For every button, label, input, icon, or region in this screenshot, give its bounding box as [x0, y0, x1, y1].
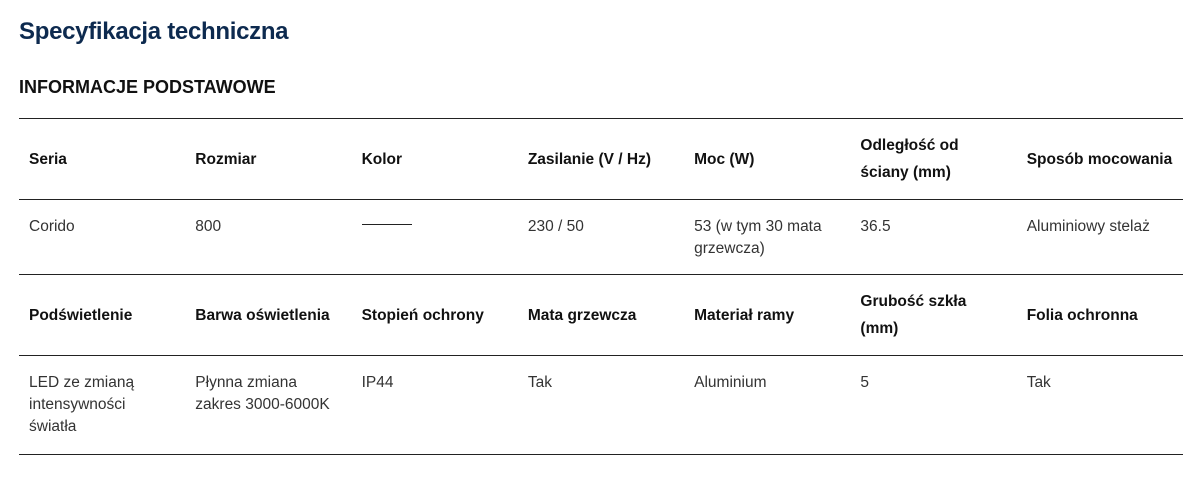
spec-table: Seria Rozmiar Kolor Zasilanie (V / Hz) M… [19, 118, 1183, 455]
value-grubosc-szkla: 5 [860, 374, 870, 391]
value-sposob-mocowania: Aluminiowy stelaż [1026, 218, 1150, 235]
header-sposob-mocowania: Sposób mocowania [1026, 150, 1173, 168]
header-barwa: Barwa oświetlenia [195, 306, 330, 324]
value-zasilanie: 230 / 50 [527, 218, 584, 235]
header-odleglosc: Odległość od ściany (mm) [860, 137, 959, 181]
header-zasilanie: Zasilanie (V / Hz) [527, 150, 652, 168]
table-header-row: Seria Rozmiar Kolor Zasilanie (V / Hz) M… [19, 118, 1183, 200]
value-odleglosc: 36.5 [860, 218, 891, 235]
value-seria: Corido [29, 218, 75, 235]
table-row: Corido 800 230 / 50 53 (w tym 30 mata gr… [19, 199, 1183, 275]
header-podswietlenie: Podświetlenie [29, 306, 133, 324]
value-moc: 53 (w tym 30 mata grzewcza) [694, 218, 822, 257]
header-grubosc-szkla: Grubość szkła (mm) [860, 293, 967, 337]
value-rozmiar: 800 [195, 218, 222, 235]
table-row: LED ze zmianą intensywności światła Płyn… [19, 355, 1183, 455]
header-material-ramy: Materiał ramy [694, 306, 795, 324]
value-kolor [352, 200, 518, 275]
header-moc: Moc (W) [694, 150, 755, 168]
value-barwa: Płynna zmiana zakres 3000-6000K [195, 374, 330, 413]
header-kolor: Kolor [361, 150, 403, 168]
value-material-ramy: Aluminium [694, 374, 767, 391]
section-heading: INFORMACJE PODSTAWOWE [19, 77, 276, 97]
color-swatch [361, 224, 412, 226]
value-stopien-ochrony: IP44 [361, 374, 394, 391]
header-mata-grzewcza: Mata grzewcza [527, 306, 637, 324]
value-mata-grzewcza: Tak [527, 374, 552, 391]
header-rozmiar: Rozmiar [195, 150, 257, 168]
value-podswietlenie: LED ze zmianą intensywności światła [29, 374, 135, 435]
table-header-row: Podświetlenie Barwa oświetlenia Stopień … [19, 274, 1183, 356]
header-folia-ochronna: Folia ochronna [1026, 306, 1138, 324]
header-stopien-ochrony: Stopień ochrony [361, 306, 484, 324]
header-seria: Seria [29, 150, 67, 168]
page-title: Specyfikacja techniczna [19, 18, 289, 45]
value-folia-ochronna: Tak [1026, 374, 1051, 391]
